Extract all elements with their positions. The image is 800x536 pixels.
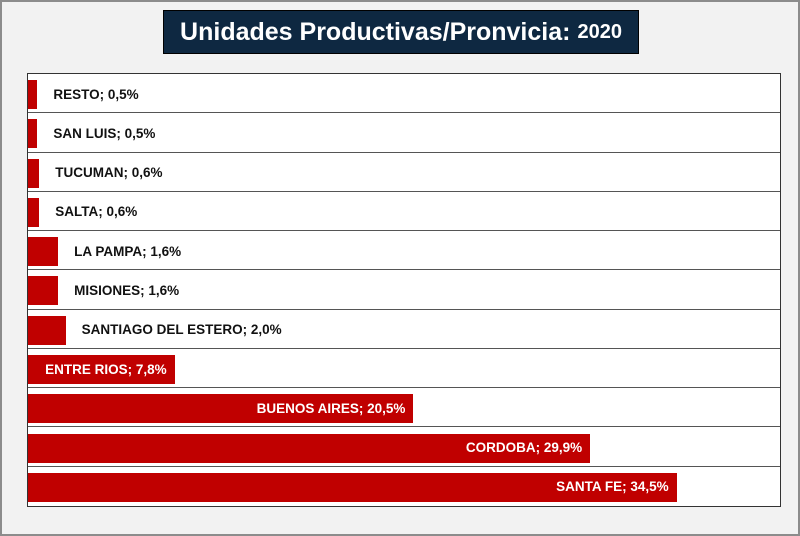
bar <box>28 394 414 424</box>
data-label: ENTRE RIOS; 7,8% <box>45 361 167 377</box>
chart-row: SAN LUIS; 0,5% <box>28 113 780 153</box>
chart-row: SANTA FE; 34,5% <box>28 467 780 506</box>
bar <box>28 197 40 227</box>
chart-title: Unidades Productivas/Pronvicia: 2020 <box>163 10 639 54</box>
chart-row: SALTA; 0,6% <box>28 192 780 232</box>
plot-area: RESTO; 0,5% SAN LUIS; 0,5% TUCUMAN; 0,6% SA… <box>27 73 781 507</box>
chart-row: RESTO; 0,5% <box>28 74 780 114</box>
data-label: TUCUMAN; 0,6% <box>55 165 163 181</box>
bar <box>28 355 175 385</box>
bar <box>28 472 677 502</box>
chart-row: BUENOS AIRES; 20,5% <box>28 388 780 428</box>
data-label: SALTA; 0,6% <box>55 204 138 220</box>
chart-row: TUCUMAN; 0,6% <box>28 153 780 192</box>
bar <box>28 119 38 149</box>
bar <box>28 80 38 110</box>
data-label: MISIONES; 1,6% <box>74 282 180 298</box>
bar <box>28 433 591 463</box>
chart-title-year: 2020 <box>577 20 622 43</box>
data-label: RESTO; 0,5% <box>53 86 139 102</box>
bar <box>28 276 59 306</box>
chart-row: LA PAMPA; 1,6% <box>28 231 780 271</box>
bar <box>28 315 66 345</box>
data-label: SANTA FE; 34,5% <box>556 479 669 495</box>
bar <box>28 237 59 267</box>
data-label: BUENOS AIRES; 20,5% <box>256 400 406 416</box>
chart-row: SANTIAGO DEL ESTERO; 2,0% <box>28 310 780 349</box>
chart-row: ENTRE RIOS; 7,8% <box>28 349 780 389</box>
bar <box>28 158 40 188</box>
chart-row: CORDOBA; 29,9% <box>28 427 780 467</box>
data-label: LA PAMPA; 1,6% <box>74 243 182 259</box>
data-label: CORDOBA; 29,9% <box>465 440 583 456</box>
chart-row: MISIONES; 1,6% <box>28 270 780 310</box>
data-label: SANTIAGO DEL ESTERO; 2,0% <box>81 322 282 338</box>
chart-title-main: Unidades Productivas/Pronvicia: <box>180 17 571 46</box>
data-label: SAN LUIS; 0,5% <box>53 125 156 141</box>
